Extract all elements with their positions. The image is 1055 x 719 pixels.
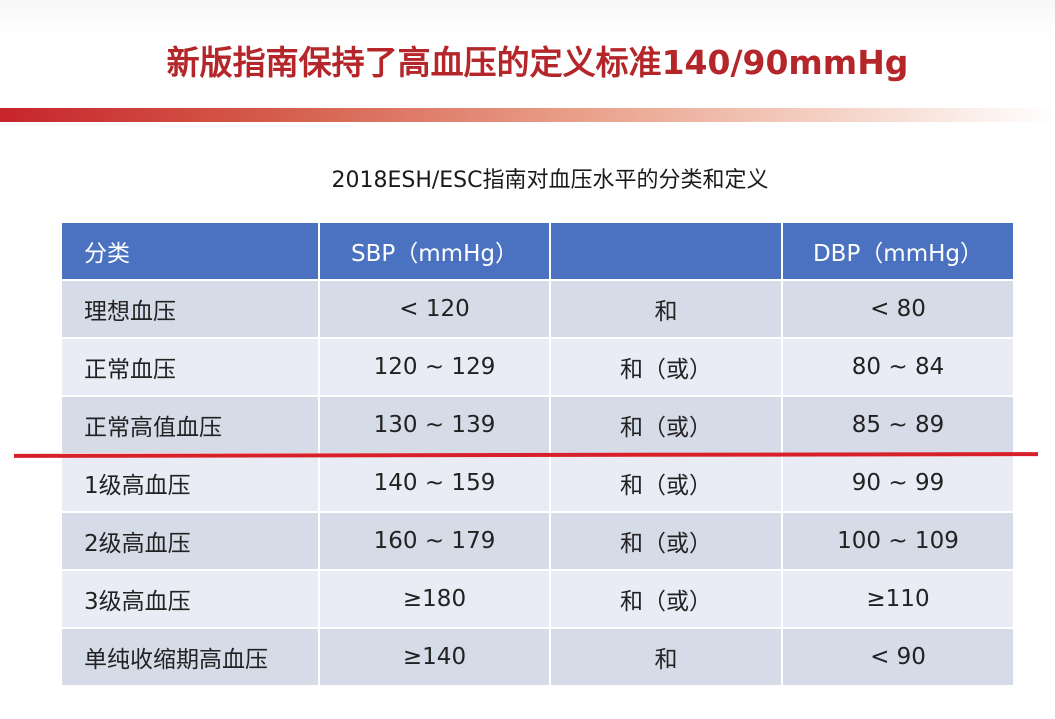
sbp-cell: 140 ~ 159 bbox=[320, 455, 551, 513]
connector-cell: 和（或） bbox=[551, 455, 783, 513]
category-cell: 2级高血压 bbox=[62, 513, 320, 571]
slide-title: 新版指南保持了高血压的定义标准140/90mmHg bbox=[166, 43, 909, 82]
connector-cell: 和（或） bbox=[551, 571, 783, 629]
dbp-cell: < 90 bbox=[783, 629, 1013, 687]
table-row: 2级高血压 160 ~ 179 和（或） 100 ~ 109 bbox=[62, 513, 1013, 571]
dbp-cell: 85 ~ 89 bbox=[783, 397, 1013, 455]
sbp-cell: 120 ~ 129 bbox=[320, 339, 551, 397]
header-dbp: DBP（mmHg） bbox=[783, 223, 1013, 281]
category-cell: 单纯收缩期高血压 bbox=[62, 629, 320, 687]
table-row: 理想血压 < 120 和 < 80 bbox=[62, 281, 1013, 339]
dbp-cell: < 80 bbox=[783, 281, 1013, 339]
table-row: 单纯收缩期高血压 ≥140 和 < 90 bbox=[62, 629, 1013, 687]
connector-cell: 和（或） bbox=[551, 397, 783, 455]
category-cell: 1级高血压 bbox=[62, 455, 320, 513]
dbp-cell: 80 ~ 84 bbox=[783, 339, 1013, 397]
table-header-row: 分类 SBP（mmHg） DBP（mmHg） bbox=[62, 223, 1013, 281]
table-row: 1级高血压 140 ~ 159 和（或） 90 ~ 99 bbox=[62, 455, 1013, 513]
connector-cell: 和（或） bbox=[551, 339, 783, 397]
sbp-cell: 130 ~ 139 bbox=[320, 397, 551, 455]
header-sbp: SBP（mmHg） bbox=[320, 223, 551, 281]
header-connector bbox=[551, 223, 783, 281]
dbp-cell: ≥110 bbox=[783, 571, 1013, 629]
sbp-cell: < 120 bbox=[320, 281, 551, 339]
category-cell: 理想血压 bbox=[62, 281, 320, 339]
category-cell: 正常血压 bbox=[62, 339, 320, 397]
table-row: 正常高值血压 130 ~ 139 和（或） 85 ~ 89 bbox=[62, 397, 1013, 455]
title-gradient-bar bbox=[0, 108, 1055, 122]
sbp-cell: ≥180 bbox=[320, 571, 551, 629]
category-cell: 正常高值血压 bbox=[62, 397, 320, 455]
connector-cell: 和 bbox=[551, 629, 783, 687]
dbp-cell: 90 ~ 99 bbox=[783, 455, 1013, 513]
header-category: 分类 bbox=[62, 223, 320, 281]
sbp-cell: ≥140 bbox=[320, 629, 551, 687]
table-row: 3级高血压 ≥180 和（或） ≥110 bbox=[62, 571, 1013, 629]
category-cell: 3级高血压 bbox=[62, 571, 320, 629]
connector-cell: 和 bbox=[551, 281, 783, 339]
dbp-cell: 100 ~ 109 bbox=[783, 513, 1013, 571]
connector-cell: 和（或） bbox=[551, 513, 783, 571]
bp-classification-table: 分类 SBP（mmHg） DBP（mmHg） 理想血压 < 120 和 < 80… bbox=[62, 223, 1013, 687]
table-caption: 2018ESH/ESC指南对血压水平的分类和定义 bbox=[331, 168, 769, 193]
sbp-cell: 160 ~ 179 bbox=[320, 513, 551, 571]
table-row: 正常血压 120 ~ 129 和（或） 80 ~ 84 bbox=[62, 339, 1013, 397]
